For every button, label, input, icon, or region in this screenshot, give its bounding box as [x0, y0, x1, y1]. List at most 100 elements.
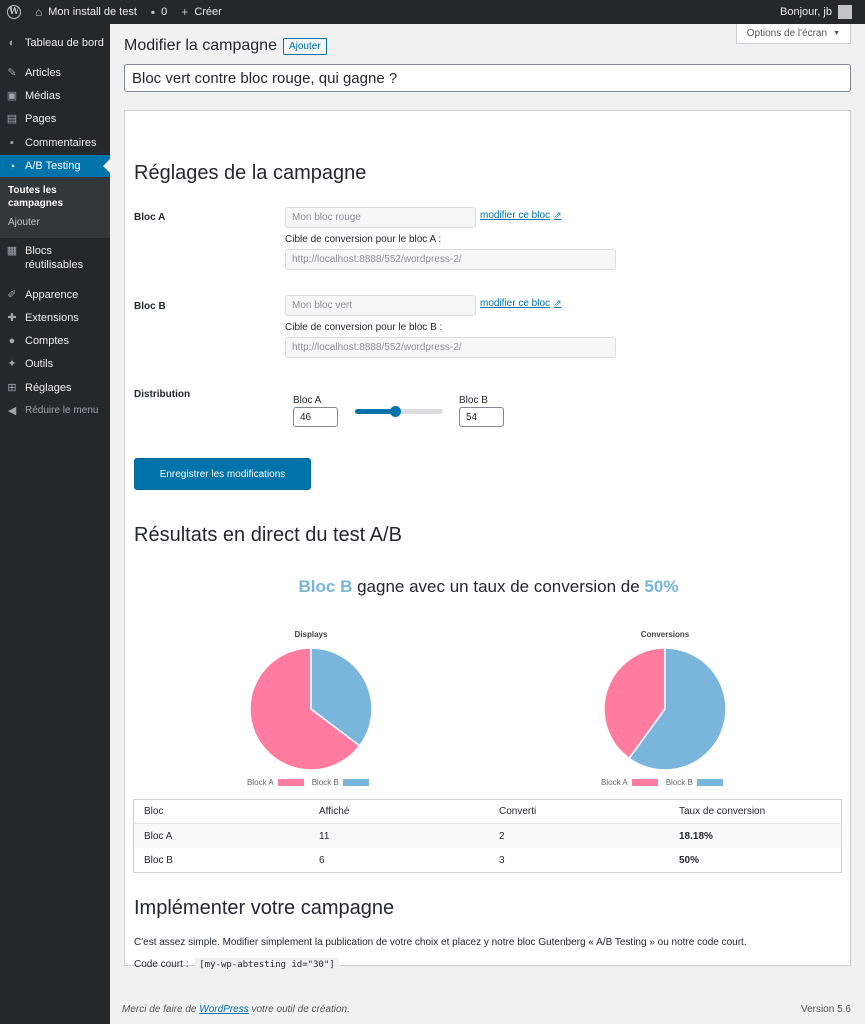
bloc-a-label: Bloc A [134, 212, 166, 223]
table-cell: 3 [499, 854, 505, 866]
comments-count: 0 [161, 6, 168, 18]
bloc-b-target-value: http://localhost:8888/552/wordpress-2/ [292, 342, 462, 353]
bloc-b-target-field[interactable]: http://localhost:8888/552/wordpress-2/ [285, 337, 616, 358]
winner-text: gagne avec un taux de conversion de [352, 577, 645, 596]
pie-slice-block-a [603, 647, 666, 760]
admin-bar: W ⌂ Mon install de test ▪ 0 + Créer Bonj… [0, 0, 865, 24]
bloc-a-edit-link-label: modifier ce bloc [480, 210, 551, 221]
bloc-a-target-label: Cible de conversion pour le bloc A : [285, 234, 442, 245]
page-title: Modifier la campagne [124, 37, 277, 54]
distribution-slider[interactable] [355, 406, 443, 417]
menu-item-media[interactable]: ▣ Médias [0, 89, 110, 103]
menu-item-extensions[interactable]: ✚ Extensions [0, 311, 110, 325]
brush-icon: ✐ [7, 289, 17, 301]
pin-icon: ✎ [7, 67, 17, 79]
avatar [838, 5, 852, 19]
bloc-a-target-field[interactable]: http://localhost:8888/552/wordpress-2/ [285, 249, 616, 270]
media-icon: ▣ [6, 90, 18, 102]
screen-options-label: Options de l'écran [746, 28, 828, 39]
distribution-b-value: 54 [466, 411, 478, 423]
comment-bubble-icon: ▪ [150, 5, 156, 19]
table-header-row: Bloc Affiché Converti Taux de conversion [134, 800, 841, 824]
menu-item-label: Extensions [25, 312, 79, 324]
menu-item-dashboard[interactable]: ◐ Tableau de bord [0, 36, 110, 50]
legend-swatch-a [631, 779, 658, 786]
bloc-b-edit-link-label: modifier ce bloc [480, 298, 551, 309]
collapse-icon: ◀ [7, 405, 17, 417]
wordpress-link[interactable]: WordPress [199, 1004, 249, 1015]
collapse-menu-button[interactable]: ◀ Réduire le menu [0, 404, 110, 418]
distribution-a-input[interactable]: 46 [293, 407, 338, 427]
table-cell: Bloc B [144, 854, 173, 866]
new-content-link[interactable]: + Créer [174, 0, 229, 24]
legend-conversions: Block A Block B [601, 778, 731, 787]
chart-title-displays: Displays [294, 630, 328, 639]
user-icon: ● [8, 335, 16, 347]
distribution-slider-fill [355, 409, 396, 414]
new-content-label: Créer [194, 6, 222, 18]
menu-item-accounts[interactable]: ● Comptes [0, 334, 110, 348]
submenu-all-campaigns[interactable]: Toutes les campagnes [8, 185, 64, 209]
table-cell: 2 [499, 830, 505, 842]
menu-item-articles[interactable]: ✎ Articles [0, 66, 110, 80]
pie-slice-block-b [310, 647, 373, 747]
main-content: Options de l'écran ▼ Modifier la campagn… [110, 24, 865, 1024]
menu-item-tools[interactable]: ✦ Outils [0, 357, 110, 371]
external-link-icon: ⇗ [554, 210, 562, 220]
menu-item-label: Blocs réutilisables [25, 245, 84, 271]
pie-icon: ◔ [8, 160, 16, 173]
implement-heading: Implémenter votre campagne [134, 897, 395, 919]
pie-slice-block-a [249, 647, 361, 771]
menu-item-reusable-blocks[interactable]: ▦ Blocs réutilisables [0, 244, 110, 272]
legend-label-b: Block B [665, 778, 693, 787]
bloc-b-target-label: Cible de conversion pour le bloc B : [285, 322, 443, 333]
page-title-row: Modifier la campagne Ajouter [124, 37, 327, 55]
bloc-b-name-field[interactable]: Mon bloc vert [285, 295, 476, 316]
campaign-postbox: Réglages de la campagne Bloc A Mon bloc … [124, 110, 852, 972]
pie-slice-block-b [628, 647, 727, 771]
winner-summary: Bloc B gagne avec un taux de conversion … [125, 577, 852, 597]
bloc-b-label: Bloc B [134, 301, 166, 312]
shortcode-row: Code court : [my-wp-abtesting id="30"] [134, 958, 339, 972]
menu-item-ab-testing[interactable]: ◔ A/B Testing [0, 155, 110, 177]
menu-item-label: Apparence [25, 289, 79, 301]
table-cell: 18.18% [679, 830, 713, 842]
dashboard-icon: ◐ [8, 37, 16, 49]
site-name-link[interactable]: ⌂ Mon install de test [28, 0, 144, 24]
admin-menu: ◐ Tableau de bord ✎ Articles ▣ Médias ▤ … [0, 24, 110, 1024]
submenu-add[interactable]: Ajouter [8, 217, 40, 228]
my-account-link[interactable]: Bonjour, jb [773, 0, 859, 24]
bloc-a-target-value: http://localhost:8888/552/wordpress-2/ [292, 254, 462, 265]
table-cell: 50% [679, 854, 700, 866]
campaign-title-input[interactable]: Bloc vert contre bloc rouge, qui gagne ? [124, 64, 851, 92]
table-row: Bloc A 11 2 18.18% [134, 824, 841, 848]
legend-label-a: Block A [601, 778, 628, 787]
table-header-cell: Affiché [319, 806, 350, 817]
bloc-a-name-field[interactable]: Mon bloc rouge [285, 207, 476, 228]
table-header-cell: Taux de conversion [679, 806, 766, 817]
add-new-button[interactable]: Ajouter [282, 37, 327, 55]
distribution-slider-thumb[interactable] [389, 406, 401, 417]
shortcode-value[interactable]: [my-wp-abtesting id="30"] [195, 958, 339, 972]
menu-item-comments[interactable]: ▪ Commentaires [0, 136, 110, 150]
distribution-a-value: 46 [300, 411, 312, 423]
comments-link[interactable]: ▪ 0 [144, 0, 174, 24]
distribution-a-label: Bloc A [293, 395, 322, 406]
home-icon: ⌂ [35, 5, 43, 19]
menu-item-settings[interactable]: ⊞ Réglages [0, 381, 110, 395]
bloc-a-edit-link[interactable]: modifier ce bloc ⇗ [480, 210, 562, 221]
menu-item-appearance[interactable]: ✐ Apparence [0, 288, 110, 302]
bloc-b-edit-link[interactable]: modifier ce bloc ⇗ [480, 298, 562, 309]
save-button[interactable]: Enregistrer les modifications [134, 458, 311, 490]
table-header-cell: Bloc [144, 806, 164, 817]
wordpress-logo-icon: W [7, 5, 21, 19]
legend-label-a: Block A [247, 778, 274, 787]
table-cell: 11 [319, 830, 330, 842]
shortcode-label: Code court : [134, 959, 189, 970]
campaign-title-value: Bloc vert contre bloc rouge, qui gagne ? [132, 69, 398, 87]
menu-item-pages[interactable]: ▤ Pages [0, 112, 110, 126]
results-table: Bloc Affiché Converti Taux de conversion… [133, 799, 842, 873]
distribution-b-input[interactable]: 54 [459, 407, 504, 427]
wordpress-logo-button[interactable]: W [0, 0, 28, 24]
screen-options-button[interactable]: Options de l'écran ▼ [735, 24, 851, 44]
